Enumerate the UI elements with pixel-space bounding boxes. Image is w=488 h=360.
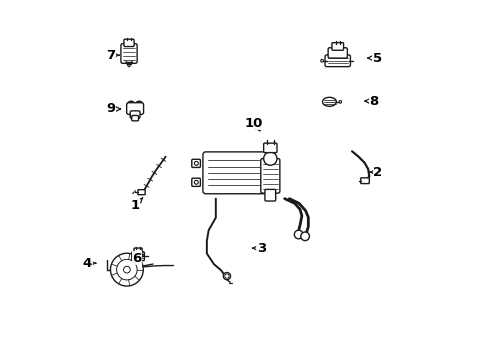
Text: 5: 5 (367, 51, 381, 64)
FancyBboxPatch shape (131, 252, 144, 261)
FancyBboxPatch shape (191, 178, 200, 186)
Circle shape (128, 64, 130, 67)
Text: 8: 8 (364, 95, 378, 108)
Circle shape (320, 59, 323, 62)
Circle shape (110, 253, 143, 286)
FancyBboxPatch shape (331, 42, 343, 50)
Circle shape (300, 232, 309, 240)
Circle shape (338, 100, 341, 103)
Circle shape (223, 273, 230, 280)
FancyBboxPatch shape (360, 178, 368, 184)
FancyBboxPatch shape (327, 48, 346, 58)
Ellipse shape (322, 97, 336, 106)
FancyBboxPatch shape (263, 143, 276, 153)
FancyBboxPatch shape (260, 158, 279, 193)
FancyBboxPatch shape (325, 55, 350, 67)
Text: 2: 2 (369, 166, 382, 179)
Circle shape (135, 101, 142, 108)
Text: 3: 3 (252, 242, 266, 255)
FancyBboxPatch shape (126, 103, 143, 114)
Circle shape (194, 161, 198, 165)
FancyBboxPatch shape (131, 116, 138, 121)
Circle shape (123, 266, 130, 273)
Circle shape (263, 152, 276, 165)
FancyBboxPatch shape (138, 190, 145, 195)
Text: 10: 10 (244, 117, 262, 131)
Text: 1: 1 (130, 198, 142, 212)
FancyBboxPatch shape (121, 44, 137, 63)
FancyBboxPatch shape (203, 152, 273, 194)
Circle shape (194, 180, 198, 184)
Circle shape (127, 101, 135, 108)
Text: 9: 9 (106, 103, 120, 116)
Circle shape (116, 260, 137, 280)
Circle shape (224, 274, 228, 278)
FancyBboxPatch shape (130, 111, 140, 118)
Text: 7: 7 (106, 49, 119, 62)
Text: 6: 6 (132, 252, 144, 265)
FancyBboxPatch shape (264, 189, 275, 201)
FancyBboxPatch shape (123, 39, 134, 46)
Circle shape (294, 230, 303, 239)
FancyBboxPatch shape (191, 159, 200, 167)
FancyBboxPatch shape (134, 248, 142, 253)
Text: 4: 4 (82, 257, 96, 270)
